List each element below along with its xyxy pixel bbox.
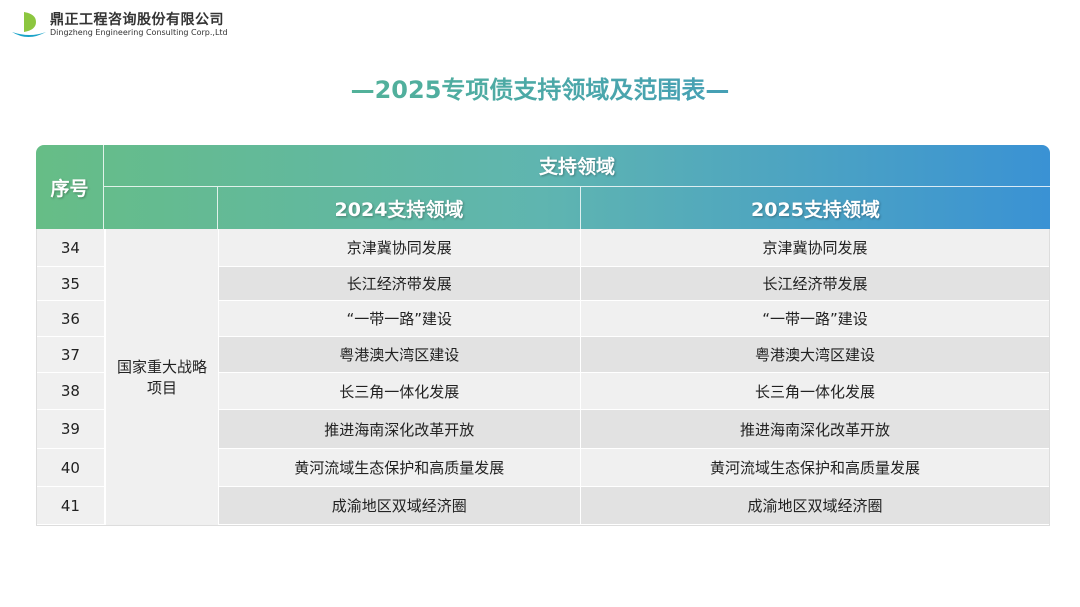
table-row: 35 长江经济带发展 长江经济带发展 — [37, 267, 1050, 301]
row-index: 38 — [37, 373, 105, 409]
row-2025: 长三角一体化发展 — [580, 373, 1050, 409]
row-index: 35 — [37, 267, 105, 300]
logo-mark-icon — [12, 12, 46, 37]
row-2024: “一带一路”建设 — [218, 301, 581, 336]
row-index: 41 — [37, 487, 105, 524]
company-logo: 鼎正工程咨询股份有限公司 Dingzheng Engineering Consu… — [10, 8, 228, 42]
table-row: 37 粤港澳大湾区建设 粤港澳大湾区建设 — [37, 337, 1050, 373]
table-row: 40 黄河流域生态保护和高质量发展 黄河流域生态保护和高质量发展 — [37, 449, 1050, 487]
header-category — [104, 187, 218, 229]
header-group: 支持领域 — [104, 145, 1050, 187]
table-header: 序号 支持领域 2024支持领域 2025支持领域 — [36, 145, 1050, 229]
row-2024: 黄河流域生态保护和高质量发展 — [218, 449, 581, 486]
row-2025: “一带一路”建设 — [580, 301, 1050, 336]
table-body: 34 京津冀协同发展 京津冀协同发展 35 长江经济带发展 长江经济带发展 36 “一带一路”… — [36, 229, 1050, 526]
support-table: 序号 支持领域 2024支持领域 2025支持领域 34 京津冀协同发展 京津冀协同… — [36, 145, 1050, 526]
row-2024: 长三角一体化发展 — [218, 373, 581, 409]
page-title: —2025专项债支持领域及范围表— — [0, 70, 1080, 105]
row-2024: 长江经济带发展 — [218, 267, 581, 300]
table-row: 36 “一带一路”建设 “一带一路”建设 — [37, 301, 1050, 337]
row-2025: 推进海南深化改革开放 — [580, 410, 1050, 448]
row-2024: 京津冀协同发展 — [218, 229, 581, 266]
header-2024: 2024支持领域 — [218, 187, 581, 229]
row-2025: 成渝地区双域经济圈 — [580, 487, 1050, 524]
row-2024: 推进海南深化改革开放 — [218, 410, 581, 448]
row-2025: 长江经济带发展 — [580, 267, 1050, 300]
row-index: 34 — [37, 229, 105, 266]
row-2024: 成渝地区双域经济圈 — [218, 487, 581, 524]
category-cell: 国家重大战略项目 — [105, 229, 219, 525]
row-2025: 粤港澳大湾区建设 — [580, 337, 1050, 372]
company-name-en: Dingzheng Engineering Consulting Corp.,L… — [50, 28, 228, 37]
company-name-cn: 鼎正工程咨询股份有限公司 — [50, 12, 224, 28]
category-label: 国家重大战略项目 — [117, 358, 208, 397]
row-2025: 黄河流域生态保护和高质量发展 — [580, 449, 1050, 486]
row-index: 37 — [37, 337, 105, 372]
row-index: 39 — [37, 410, 105, 448]
table-row: 41 成渝地区双域经济圈 成渝地区双域经济圈 — [37, 487, 1050, 525]
row-2025: 京津冀协同发展 — [580, 229, 1050, 266]
header-index: 序号 — [36, 145, 104, 229]
row-index: 36 — [37, 301, 105, 336]
row-2024: 粤港澳大湾区建设 — [218, 337, 581, 372]
table-row: 39 推进海南深化改革开放 推进海南深化改革开放 — [37, 410, 1050, 449]
table-row: 38 长三角一体化发展 长三角一体化发展 — [37, 373, 1050, 410]
table-row: 34 京津冀协同发展 京津冀协同发展 — [37, 229, 1050, 267]
header-2025: 2025支持领域 — [751, 198, 880, 221]
row-index: 40 — [37, 449, 105, 486]
